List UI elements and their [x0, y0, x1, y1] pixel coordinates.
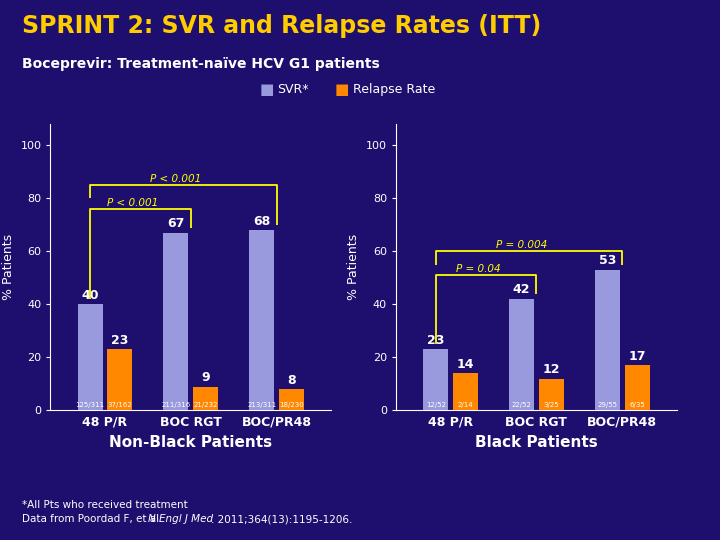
- Bar: [509, 299, 534, 410]
- Text: 22/52: 22/52: [512, 402, 531, 408]
- Text: . 2011;364(13):1195-1206.: . 2011;364(13):1195-1206.: [211, 514, 352, 524]
- Text: 53: 53: [599, 254, 616, 267]
- Text: 14: 14: [456, 357, 474, 370]
- Text: P < 0.001: P < 0.001: [150, 174, 202, 184]
- Text: 40: 40: [81, 289, 99, 302]
- Text: 12: 12: [542, 363, 560, 376]
- Bar: [163, 233, 189, 410]
- Text: ■: ■: [259, 82, 274, 97]
- Text: 67: 67: [167, 217, 184, 230]
- Text: P = 0.04: P = 0.04: [456, 264, 501, 274]
- Text: 42: 42: [513, 284, 531, 296]
- Text: 18/230: 18/230: [279, 402, 304, 408]
- Text: N Engl J Med: N Engl J Med: [148, 514, 212, 524]
- Text: 3/25: 3/25: [544, 402, 559, 408]
- Text: 23: 23: [427, 334, 444, 347]
- Bar: [249, 230, 274, 410]
- Bar: [107, 349, 132, 410]
- Bar: [279, 389, 304, 410]
- Text: Non-Black Patients: Non-Black Patients: [109, 435, 272, 450]
- Text: 125/311: 125/311: [76, 402, 104, 408]
- Text: Data from Poordad F, et al.: Data from Poordad F, et al.: [22, 514, 167, 524]
- Text: Boceprevir: Treatment-naïve HCV G1 patients: Boceprevir: Treatment-naïve HCV G1 patie…: [22, 57, 379, 71]
- Bar: [453, 373, 478, 410]
- Text: SVR*: SVR*: [277, 83, 309, 96]
- Text: P = 0.004: P = 0.004: [496, 240, 547, 250]
- Bar: [423, 349, 449, 410]
- Text: 213/311: 213/311: [247, 402, 276, 408]
- Text: Black Patients: Black Patients: [475, 435, 598, 450]
- Text: 211/316: 211/316: [161, 402, 191, 408]
- Text: 6/35: 6/35: [629, 402, 645, 408]
- Bar: [539, 379, 564, 410]
- Text: 17: 17: [629, 350, 646, 363]
- Bar: [624, 366, 649, 410]
- Text: Relapse Rate: Relapse Rate: [353, 83, 435, 96]
- Bar: [78, 305, 103, 410]
- Text: 2/14: 2/14: [458, 402, 473, 408]
- Y-axis label: % Patients: % Patients: [2, 234, 15, 300]
- Text: 37/162: 37/162: [107, 402, 132, 408]
- Text: SPRINT 2: SVR and Relapse Rates (ITT): SPRINT 2: SVR and Relapse Rates (ITT): [22, 14, 541, 37]
- Text: 29/55: 29/55: [598, 402, 617, 408]
- Text: *All Pts who received treatment: *All Pts who received treatment: [22, 500, 187, 510]
- Text: ■: ■: [335, 82, 349, 97]
- Bar: [595, 270, 620, 410]
- Text: 12/52: 12/52: [426, 402, 446, 408]
- Text: 9: 9: [202, 371, 210, 384]
- Text: 23: 23: [111, 334, 128, 347]
- Bar: [193, 387, 218, 410]
- Text: 68: 68: [253, 214, 271, 227]
- Text: 8: 8: [287, 374, 296, 387]
- Y-axis label: % Patients: % Patients: [348, 234, 361, 300]
- Text: P < 0.001: P < 0.001: [107, 198, 158, 208]
- Text: 21/232: 21/232: [194, 402, 218, 408]
